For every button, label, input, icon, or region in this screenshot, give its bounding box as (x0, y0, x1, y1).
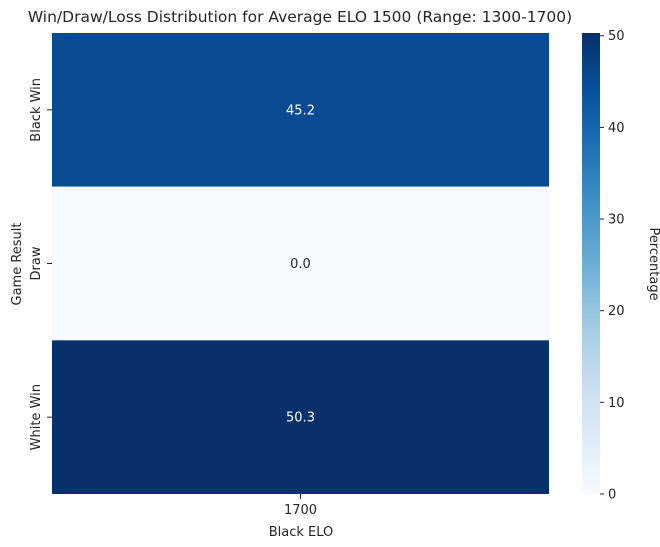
x-axis: 1700 (284, 494, 317, 518)
colorbar: 0 10 20 30 40 50 Percentage (582, 29, 660, 503)
colorbar-label: Percentage (646, 227, 660, 300)
colorbar-gradient (582, 33, 600, 494)
colorbar-ticks: 0 10 20 30 40 50 (600, 29, 625, 503)
heatmap-cell-white-win (52, 340, 549, 494)
x-axis-label: Black ELO (269, 525, 334, 540)
heatmap-cells (52, 33, 549, 494)
colorbar-tick-label: 0 (608, 488, 616, 503)
colorbar-tick-label: 30 (608, 213, 625, 228)
y-tick-label-white-win: White Win (29, 384, 44, 450)
x-tick-label-1700: 1700 (284, 503, 317, 518)
cell-value-white-win: 50.3 (286, 411, 315, 426)
y-axis-label: Game Result (10, 222, 25, 305)
y-tick-label-black-win: Black Win (29, 78, 44, 142)
heatmap-cell-black-win (52, 33, 549, 187)
colorbar-tick-label: 40 (608, 121, 625, 136)
chart-title: Win/Draw/Loss Distribution for Average E… (28, 8, 572, 26)
y-axis: Black Win Draw White Win (29, 78, 52, 450)
colorbar-tick-label: 10 (608, 396, 625, 411)
y-tick-label-draw: Draw (29, 246, 44, 280)
cell-value-black-win: 45.2 (286, 103, 315, 118)
colorbar-tick-label: 50 (608, 29, 625, 44)
heatmap-cell-labels: 45.2 0.0 50.3 (286, 103, 315, 425)
heatmap-cell-draw (52, 186, 549, 341)
cell-value-draw: 0.0 (290, 257, 311, 272)
colorbar-tick-label: 20 (608, 304, 625, 319)
